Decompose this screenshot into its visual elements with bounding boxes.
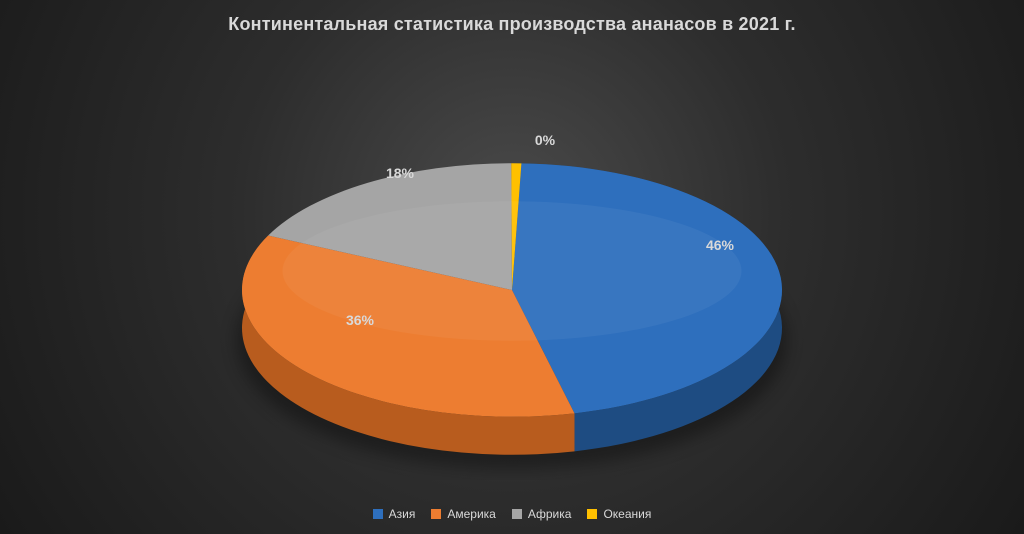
legend-label-oceania: Океания xyxy=(603,507,651,521)
legend-swatch-oceania xyxy=(587,509,597,519)
legend-swatch-america xyxy=(431,509,441,519)
legend-item-america: Америка xyxy=(431,507,496,521)
pie-chart: 46% 36% 18% 0% xyxy=(0,60,1024,480)
pie-label-africa: 18% xyxy=(386,165,415,181)
legend: Азия Америка Африка Океания xyxy=(0,507,1024,522)
legend-label-asia: Азия xyxy=(389,507,416,521)
pie-svg: 46% 36% 18% 0% xyxy=(0,60,1024,480)
legend-swatch-africa xyxy=(512,509,522,519)
pie-label-oceania: 0% xyxy=(535,132,556,148)
chart-title: Континентальная статистика производства … xyxy=(0,14,1024,35)
legend-item-asia: Азия xyxy=(373,507,416,521)
legend-swatch-asia xyxy=(373,509,383,519)
chart-stage: Континентальная статистика производства … xyxy=(0,0,1024,534)
pie-label-america: 36% xyxy=(346,312,375,328)
legend-label-africa: Африка xyxy=(528,507,572,521)
legend-item-oceania: Океания xyxy=(587,507,651,521)
pie-label-asia: 46% xyxy=(706,237,735,253)
legend-item-africa: Африка xyxy=(512,507,572,521)
legend-label-america: Америка xyxy=(447,507,496,521)
